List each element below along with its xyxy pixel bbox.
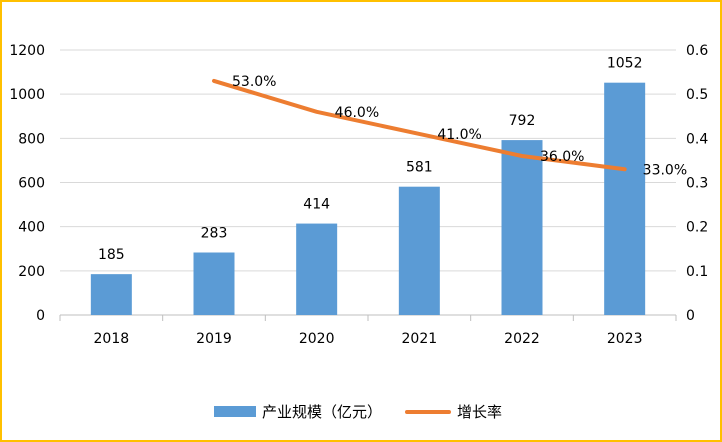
legend-label-bar: 产业规模（亿元） [262, 403, 382, 421]
y-left-tick-label: 800 [18, 131, 45, 147]
y-left-tick-label: 400 [18, 220, 45, 236]
bar-data-label: 581 [406, 160, 433, 176]
y-left-tick-label: 1000 [9, 87, 45, 103]
bar-data-label: 185 [98, 247, 125, 263]
y-left-tick-label: 0 [36, 308, 45, 324]
line-data-label: 33.0% [643, 162, 687, 178]
bar-data-label: 283 [201, 226, 228, 242]
bar-data-label: 792 [509, 113, 536, 129]
legend-label-line: 增长率 [457, 403, 502, 421]
line-data-label: 46.0% [335, 105, 379, 121]
x-tick-label: 2022 [504, 331, 540, 347]
x-tick-label: 2019 [196, 331, 232, 347]
bar [193, 252, 235, 315]
growth-rate-line [212, 78, 627, 172]
bar [296, 223, 338, 315]
y-left-tick-label: 200 [18, 264, 45, 280]
bar [501, 140, 543, 315]
line-data-label: 41.0% [437, 127, 481, 143]
y-right-tick-label: 0.5 [686, 87, 708, 103]
line-data-label: 36.0% [540, 149, 584, 165]
line-data-label: 53.0% [232, 74, 276, 90]
legend-swatch-bar [214, 406, 256, 417]
x-tick-label: 2018 [94, 331, 130, 347]
bar-data-label: 1052 [607, 56, 643, 72]
y-right-tick-label: 0.2 [686, 220, 708, 236]
y-right-tick-label: 0.6 [686, 43, 708, 59]
x-tick-label: 2021 [402, 331, 438, 347]
y-right-tick-label: 0 [686, 308, 695, 324]
y-right-tick-label: 0.4 [686, 131, 708, 147]
bar-data-label: 414 [303, 197, 330, 213]
x-tick-label: 2020 [299, 331, 335, 347]
y-left-tick-label: 600 [18, 176, 45, 192]
bar [90, 274, 132, 315]
y-right-tick-label: 0.3 [686, 176, 708, 192]
x-tick-label: 2023 [607, 331, 643, 347]
bar [604, 82, 646, 315]
bar [398, 186, 440, 315]
y-right-tick-label: 0.1 [686, 264, 708, 280]
y-left-tick-label: 1200 [9, 43, 45, 59]
